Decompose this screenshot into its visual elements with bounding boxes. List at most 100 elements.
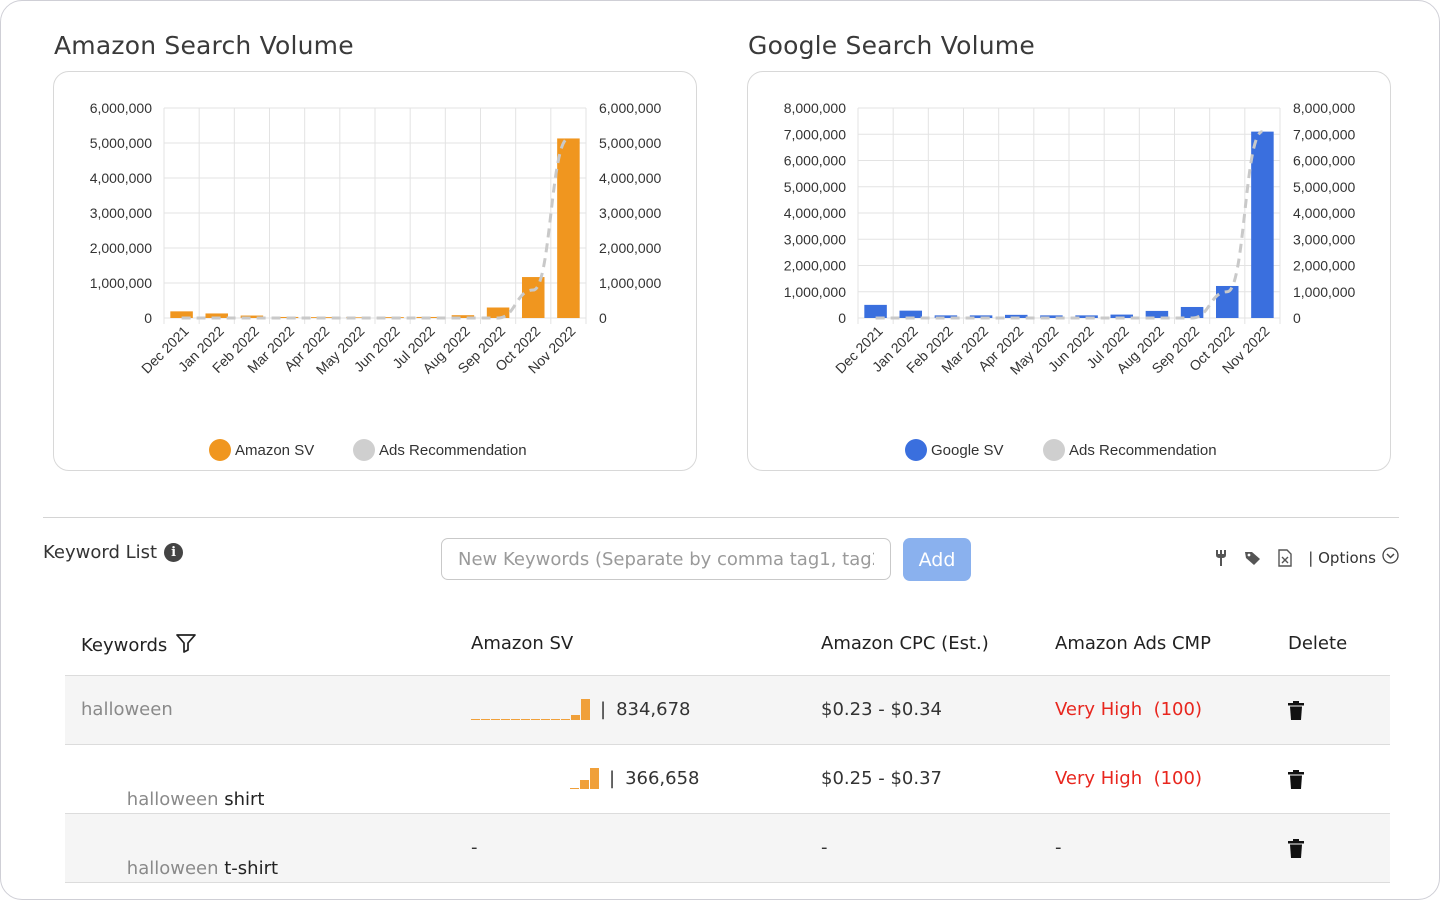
y-right-tick-label: 1,000,000 bbox=[1293, 284, 1355, 300]
options-label: | Options bbox=[1308, 548, 1376, 567]
keywords-column-header[interactable]: Keywords bbox=[81, 633, 197, 658]
table-row[interactable]: halloween | 834,678 $0.23 - $0.34 Very H… bbox=[65, 676, 1390, 745]
bar-google-5[interactable] bbox=[1040, 315, 1063, 318]
sparkline-bar bbox=[581, 699, 590, 720]
y-right-tick-label: 8,000,000 bbox=[1293, 100, 1355, 116]
bar-google-8[interactable] bbox=[1145, 310, 1169, 318]
sv-separator: | bbox=[600, 699, 607, 720]
bar-amazon-11[interactable] bbox=[557, 138, 580, 318]
ads-recommendation-line bbox=[181, 136, 570, 320]
y-right-tick-label: 5,000,000 bbox=[599, 135, 661, 151]
y-right-tick-label: 4,000,000 bbox=[1293, 205, 1355, 221]
sparkline-bar bbox=[521, 719, 530, 720]
amazon-cpc-column-header[interactable]: Amazon CPC (Est.) bbox=[821, 633, 989, 654]
sv-separator: | bbox=[609, 768, 616, 789]
trash-icon[interactable] bbox=[1287, 769, 1305, 795]
y-left-tick-label: 3,000,000 bbox=[784, 231, 846, 247]
y-left-tick-label: 5,000,000 bbox=[90, 135, 152, 151]
y-right-tick-label: 2,000,000 bbox=[1293, 258, 1355, 274]
sparkline-bar bbox=[471, 719, 480, 720]
table-row[interactable]: halloween shirt | 366,658 $0.25 - $0.37 … bbox=[65, 745, 1390, 814]
y-left-tick-label: 4,000,000 bbox=[90, 170, 152, 186]
cpc-cell: - bbox=[821, 837, 828, 858]
sv-sparkline bbox=[570, 767, 599, 789]
sparkline-bar bbox=[551, 719, 560, 720]
sv-sparkline bbox=[471, 698, 590, 720]
bar-amazon-10[interactable] bbox=[521, 277, 545, 318]
legend-label-primary[interactable]: Google SV bbox=[931, 442, 1004, 459]
y-left-tick-label: 2,000,000 bbox=[90, 240, 152, 256]
keyword-list-header: Keyword List i bbox=[43, 542, 184, 563]
y-left-tick-label: 6,000,000 bbox=[784, 153, 846, 169]
amazon-chart-title: Amazon Search Volume bbox=[54, 31, 354, 60]
options-dropdown[interactable]: | Options bbox=[1308, 547, 1399, 568]
legend-marker-primary[interactable] bbox=[209, 439, 231, 461]
add-keywords-button[interactable]: Add bbox=[903, 538, 971, 581]
excel-file-icon[interactable] bbox=[1276, 548, 1294, 567]
google-search-volume-chart: 0 0 1,000,000 1,000,000 2,000,000 2,000,000 3,… bbox=[784, 100, 1355, 461]
y-right-tick-label: 7,000,000 bbox=[1293, 126, 1355, 142]
bar-google-7[interactable] bbox=[1110, 314, 1134, 318]
keyword-cell: halloween t-shirt bbox=[81, 837, 278, 899]
y-right-tick-label: 0 bbox=[599, 310, 607, 326]
sparkline-bar bbox=[561, 718, 570, 720]
amazon-search-volume-chart: 0 0 1,000,000 1,000,000 2,000,000 2,000,000 3,… bbox=[90, 100, 661, 461]
trash-icon[interactable] bbox=[1287, 838, 1305, 864]
y-right-tick-label: 6,000,000 bbox=[1293, 153, 1355, 169]
bar-amazon-5[interactable] bbox=[346, 317, 369, 318]
y-left-tick-label: 1,000,000 bbox=[784, 284, 846, 300]
cpc-cell: $0.23 - $0.34 bbox=[821, 699, 942, 720]
sv-value: 366,658 bbox=[625, 768, 700, 789]
amazon-ads-cmp-column-header[interactable]: Amazon Ads CMP bbox=[1055, 633, 1211, 654]
keyword-base: halloween bbox=[126, 858, 225, 879]
sparkline-bar bbox=[491, 719, 500, 720]
bar-google-10[interactable] bbox=[1215, 285, 1239, 318]
legend-label-ads[interactable]: Ads Recommendation bbox=[1069, 442, 1217, 459]
legend-marker-ads[interactable] bbox=[353, 439, 375, 461]
keyword-list-title: Keyword List bbox=[43, 542, 158, 563]
filter-icon[interactable] bbox=[175, 633, 197, 658]
y-right-tick-label: 1,000,000 bbox=[599, 275, 661, 291]
new-keywords-input[interactable] bbox=[441, 538, 891, 580]
bar-amazon-2[interactable] bbox=[240, 315, 264, 318]
sparkline-bar bbox=[501, 719, 510, 720]
bar-amazon-0[interactable] bbox=[170, 311, 193, 318]
sparkline-bar bbox=[511, 719, 520, 720]
cmp-cell: - bbox=[1055, 837, 1062, 858]
info-icon[interactable]: i bbox=[164, 543, 184, 562]
bar-google-4[interactable] bbox=[1004, 314, 1028, 318]
keyword-cell: halloween bbox=[81, 699, 173, 720]
keyword-base: halloween bbox=[81, 699, 173, 720]
bar-amazon-9[interactable] bbox=[486, 307, 510, 319]
amazon-sv-cell: - bbox=[471, 837, 478, 858]
wrench-icon[interactable] bbox=[1212, 549, 1230, 567]
amazon-sv-column-header[interactable]: Amazon SV bbox=[471, 633, 574, 654]
bar-google-9[interactable] bbox=[1180, 306, 1204, 318]
trash-icon[interactable] bbox=[1287, 700, 1305, 726]
tag-icon[interactable] bbox=[1244, 549, 1262, 567]
y-right-tick-label: 3,000,000 bbox=[1293, 231, 1355, 247]
legend-label-primary[interactable]: Amazon SV bbox=[235, 442, 314, 459]
table-row[interactable]: halloween t-shirt - - - bbox=[65, 814, 1390, 883]
bar-google-1[interactable] bbox=[899, 310, 923, 318]
y-left-tick-label: 0 bbox=[838, 310, 846, 326]
table-header: Keywords Amazon SV Amazon CPC (Est.) Ama… bbox=[65, 613, 1390, 676]
y-left-tick-label: 1,000,000 bbox=[90, 275, 152, 291]
legend-marker-primary[interactable] bbox=[905, 439, 927, 461]
legend-label-ads[interactable]: Ads Recommendation bbox=[379, 442, 527, 459]
legend-marker-ads[interactable] bbox=[1043, 439, 1065, 461]
section-divider bbox=[43, 517, 1399, 518]
y-right-tick-label: 2,000,000 bbox=[599, 240, 661, 256]
bar-google-11[interactable] bbox=[1251, 131, 1274, 318]
sparkline-bar bbox=[580, 779, 589, 789]
google-chart-card: 0 0 1,000,000 1,000,000 2,000,000 2,000,000 3,… bbox=[747, 71, 1391, 471]
bar-amazon-1[interactable] bbox=[205, 313, 229, 318]
y-right-tick-label: 5,000,000 bbox=[1293, 179, 1355, 195]
cpc-cell: $0.25 - $0.37 bbox=[821, 768, 942, 789]
y-left-tick-label: 0 bbox=[144, 310, 152, 326]
ads-recommendation-line bbox=[875, 130, 1264, 320]
bar-google-2[interactable] bbox=[934, 315, 958, 318]
bar-amazon-8[interactable] bbox=[451, 315, 475, 318]
keyword-suffix: shirt bbox=[224, 789, 265, 810]
bar-google-0[interactable] bbox=[864, 304, 887, 318]
